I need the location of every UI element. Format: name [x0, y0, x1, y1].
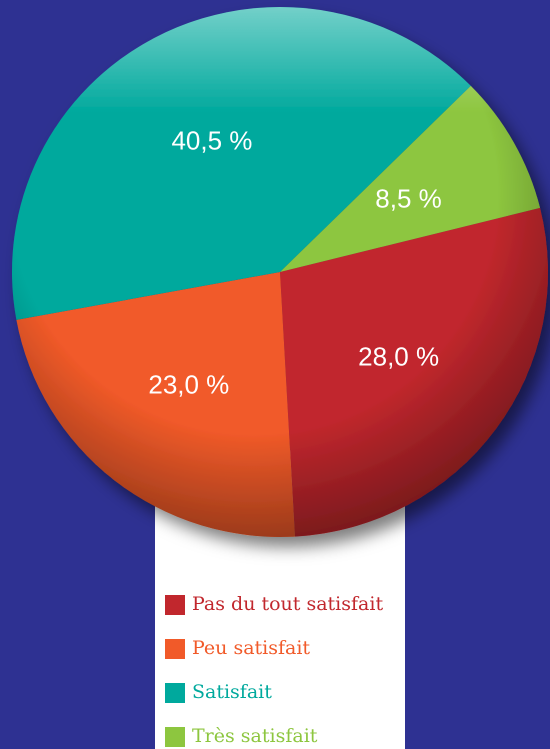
legend-swatch [165, 727, 185, 747]
legend-label: Très satisfait [192, 725, 318, 747]
value-label: 40,5 % [171, 126, 252, 156]
legend-label: Satisfait [192, 681, 272, 703]
legend: Pas du tout satisfait Peu satisfait Satisf… [165, 593, 383, 747]
gloss [12, 7, 548, 537]
legend-label: Peu satisfait [192, 637, 310, 659]
pie [12, 7, 548, 537]
legend-swatch [165, 683, 185, 703]
legend-label: Pas du tout satisfait [192, 593, 383, 615]
legend-swatch [165, 595, 185, 615]
labels: 28,0 % 23,0 % 40,5 % 8,5 % [148, 126, 441, 400]
legend-swatch [165, 639, 185, 659]
value-label: 23,0 % [148, 369, 229, 399]
value-label: 28,0 % [358, 341, 439, 371]
value-label: 8,5 % [375, 184, 442, 214]
